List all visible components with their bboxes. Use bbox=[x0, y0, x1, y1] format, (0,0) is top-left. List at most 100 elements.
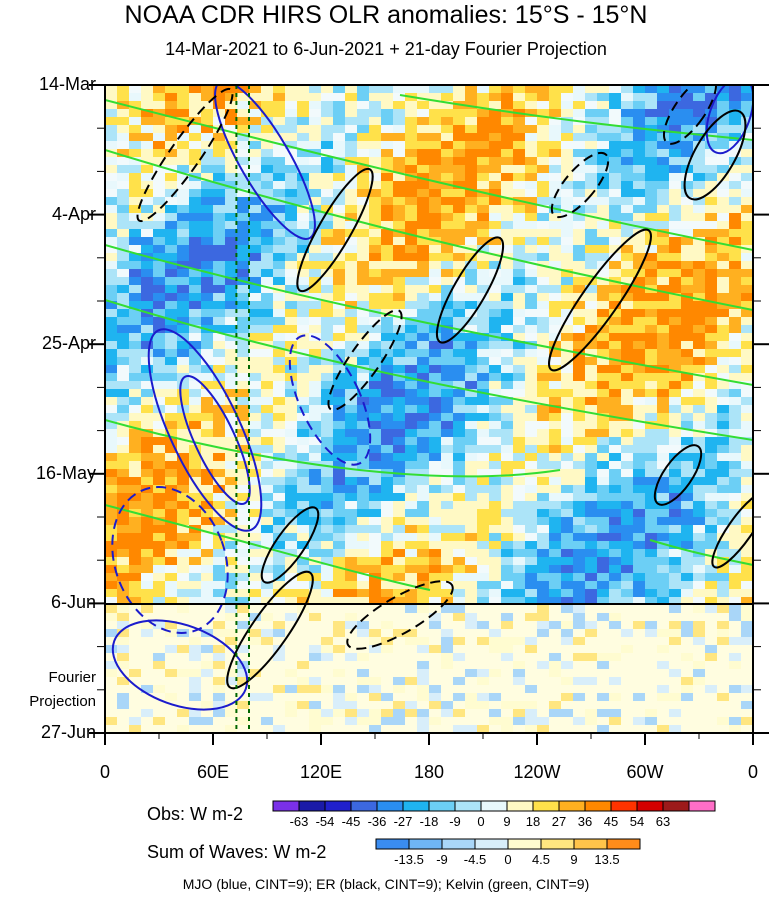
anomaly-cell bbox=[405, 317, 417, 325]
anomaly-cell bbox=[501, 149, 513, 157]
anomaly-cell bbox=[477, 533, 489, 541]
anomaly-cell bbox=[357, 629, 369, 637]
anomaly-cell bbox=[393, 677, 405, 685]
anomaly-cell bbox=[621, 269, 633, 277]
anomaly-cell bbox=[477, 205, 489, 213]
anomaly-cell bbox=[525, 597, 537, 605]
anomaly-cell bbox=[741, 597, 753, 605]
anomaly-cell bbox=[597, 301, 609, 309]
anomaly-cell bbox=[321, 485, 333, 493]
anomaly-cell bbox=[441, 173, 453, 181]
anomaly-cell bbox=[273, 725, 285, 733]
obs-colorbar-swatch bbox=[298, 800, 326, 812]
anomaly-cell bbox=[597, 653, 609, 661]
anomaly-cell bbox=[525, 341, 537, 349]
anomaly-cell bbox=[141, 709, 153, 717]
anomaly-cell bbox=[681, 421, 693, 429]
anomaly-cell bbox=[453, 389, 465, 397]
anomaly-cell bbox=[441, 213, 453, 221]
anomaly-cell bbox=[141, 557, 153, 565]
anomaly-cell bbox=[513, 381, 525, 389]
anomaly-cell bbox=[357, 165, 369, 173]
anomaly-cell bbox=[537, 717, 549, 725]
anomaly-cell bbox=[441, 565, 453, 573]
anomaly-cell bbox=[501, 429, 513, 437]
anomaly-cell bbox=[537, 85, 549, 93]
anomaly-cell bbox=[321, 437, 333, 445]
anomaly-cell bbox=[465, 181, 477, 189]
anomaly-cell bbox=[117, 701, 129, 709]
anomaly-cell bbox=[297, 477, 309, 485]
anomaly-cell bbox=[357, 213, 369, 221]
anomaly-cell bbox=[285, 309, 297, 317]
anomaly-cell bbox=[237, 357, 249, 365]
anomaly-cell bbox=[621, 157, 633, 165]
anomaly-cell bbox=[609, 301, 621, 309]
anomaly-cell bbox=[573, 237, 585, 245]
anomaly-cell bbox=[261, 277, 273, 285]
anomaly-cell bbox=[669, 269, 681, 277]
anomaly-cell bbox=[405, 605, 417, 613]
anomaly-cell bbox=[273, 485, 285, 493]
anomaly-cell bbox=[189, 277, 201, 285]
anomaly-cell bbox=[741, 717, 753, 725]
anomaly-cell bbox=[501, 469, 513, 477]
anomaly-cell bbox=[153, 85, 165, 93]
anomaly-cell bbox=[729, 389, 741, 397]
anomaly-cell bbox=[513, 477, 525, 485]
anomaly-cell bbox=[165, 261, 177, 269]
anomaly-cell bbox=[117, 389, 129, 397]
anomaly-cell bbox=[477, 269, 489, 277]
anomaly-cell bbox=[525, 573, 537, 581]
anomaly-cell bbox=[633, 517, 645, 525]
anomaly-cell bbox=[585, 381, 597, 389]
anomaly-cell bbox=[237, 293, 249, 301]
anomaly-cell bbox=[453, 349, 465, 357]
anomaly-cell bbox=[213, 685, 225, 693]
anomaly-cell bbox=[561, 349, 573, 357]
obs-colorbar-label: 27 bbox=[551, 814, 567, 829]
anomaly-cell bbox=[213, 469, 225, 477]
anomaly-cell bbox=[525, 293, 537, 301]
anomaly-cell bbox=[165, 589, 177, 597]
anomaly-cell bbox=[237, 469, 249, 477]
anomaly-cell bbox=[153, 285, 165, 293]
anomaly-cell bbox=[129, 453, 141, 461]
anomaly-cell bbox=[165, 357, 177, 365]
anomaly-cell bbox=[549, 525, 561, 533]
anomaly-cell bbox=[537, 509, 549, 517]
anomaly-cell bbox=[453, 365, 465, 373]
anomaly-cell bbox=[273, 237, 285, 245]
anomaly-cell bbox=[321, 533, 333, 541]
anomaly-cell bbox=[369, 437, 381, 445]
anomaly-cell bbox=[729, 221, 741, 229]
anomaly-cell bbox=[105, 141, 117, 149]
anomaly-cell bbox=[609, 245, 621, 253]
anomaly-cell bbox=[165, 485, 177, 493]
anomaly-cell bbox=[465, 429, 477, 437]
anomaly-cell bbox=[693, 117, 705, 125]
anomaly-cell bbox=[189, 493, 201, 501]
anomaly-cell bbox=[393, 397, 405, 405]
anomaly-cell bbox=[285, 453, 297, 461]
anomaly-cell bbox=[201, 85, 213, 93]
anomaly-cell bbox=[681, 157, 693, 165]
anomaly-cell bbox=[561, 245, 573, 253]
anomaly-cell bbox=[657, 405, 669, 413]
anomaly-cell bbox=[249, 453, 261, 461]
anomaly-cell bbox=[429, 325, 441, 333]
anomaly-cell bbox=[105, 573, 117, 581]
anomaly-cell bbox=[741, 629, 753, 637]
anomaly-cell bbox=[357, 469, 369, 477]
obs-colorbar-label: 0 bbox=[477, 814, 485, 829]
anomaly-cell bbox=[741, 149, 753, 157]
anomaly-cell bbox=[381, 157, 393, 165]
anomaly-cell bbox=[141, 461, 153, 469]
anomaly-cell bbox=[345, 253, 357, 261]
anomaly-cell bbox=[165, 461, 177, 469]
anomaly-cell bbox=[249, 597, 261, 605]
anomaly-cell bbox=[153, 325, 165, 333]
anomaly-cell bbox=[213, 373, 225, 381]
anomaly-cell bbox=[405, 589, 417, 597]
anomaly-cell bbox=[189, 445, 201, 453]
